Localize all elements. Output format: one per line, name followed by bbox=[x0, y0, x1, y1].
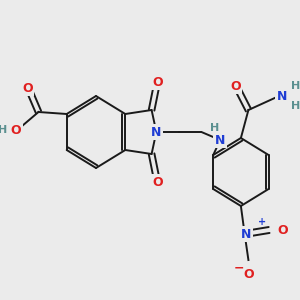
Text: O: O bbox=[277, 224, 288, 236]
Text: N: N bbox=[215, 134, 225, 146]
Text: H: H bbox=[0, 125, 8, 135]
Text: O: O bbox=[243, 268, 254, 281]
Text: N: N bbox=[151, 125, 161, 139]
Text: H: H bbox=[291, 101, 300, 111]
Text: O: O bbox=[22, 82, 32, 94]
Text: N: N bbox=[277, 89, 287, 103]
Text: −: − bbox=[234, 262, 244, 275]
Text: O: O bbox=[11, 124, 21, 136]
Text: N: N bbox=[241, 227, 252, 241]
Text: O: O bbox=[152, 76, 163, 88]
Text: H: H bbox=[291, 81, 300, 91]
Text: O: O bbox=[230, 80, 241, 92]
Text: H: H bbox=[210, 123, 219, 133]
Text: O: O bbox=[152, 176, 163, 188]
Text: +: + bbox=[257, 217, 266, 227]
